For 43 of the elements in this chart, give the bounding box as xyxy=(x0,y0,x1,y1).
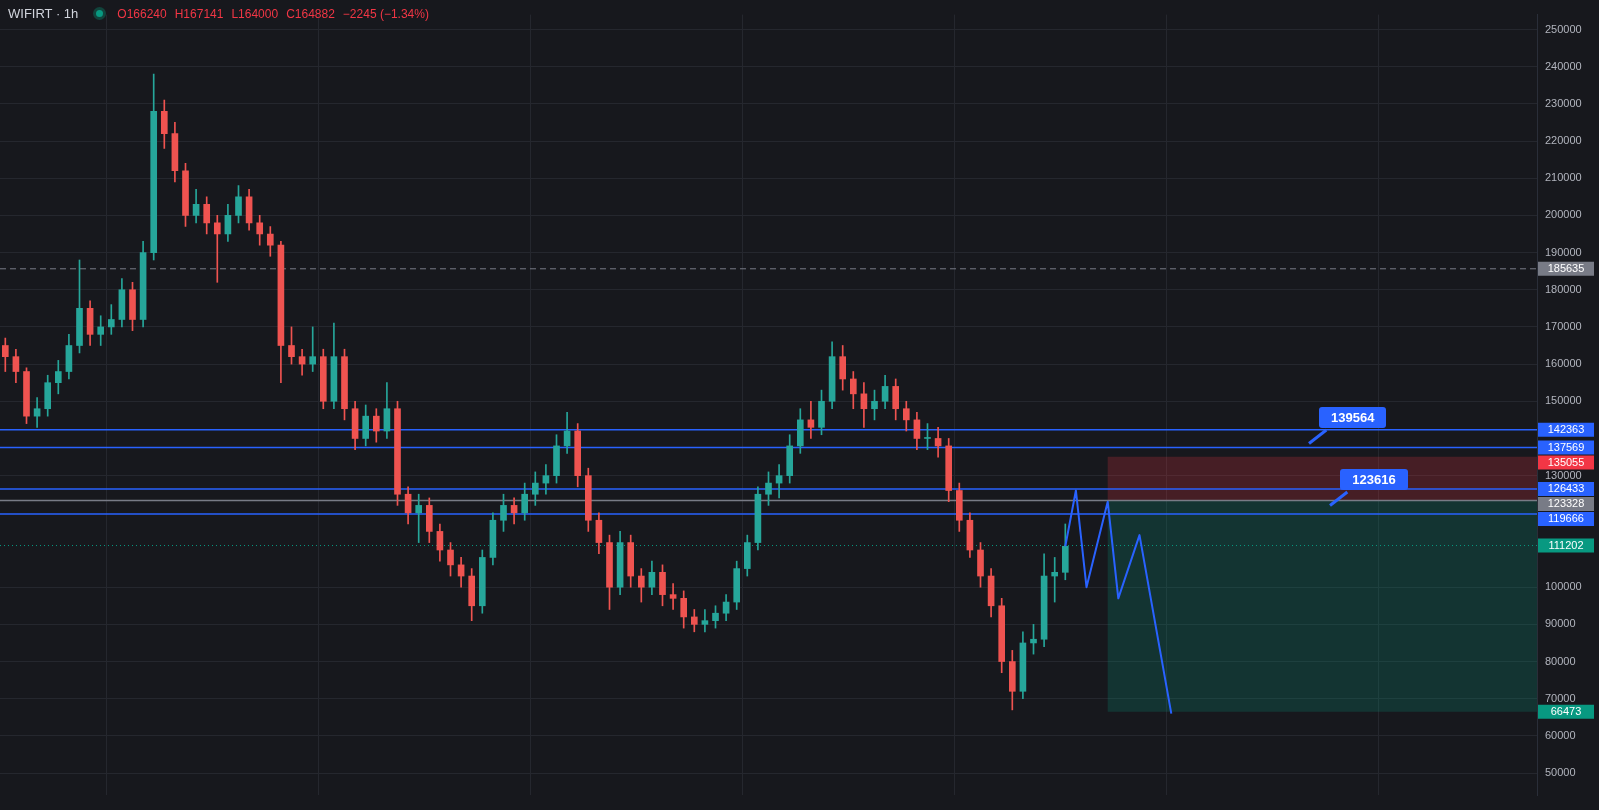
candlestick xyxy=(415,493,423,543)
annotation: H167141 xyxy=(174,6,224,21)
y-tick-label: 180000 xyxy=(1545,282,1582,295)
ref-line-label: 185635 xyxy=(1547,261,1585,274)
candlestick xyxy=(701,609,709,633)
annotation: 123616 xyxy=(1340,469,1408,491)
annotation: L164000 xyxy=(231,6,279,21)
candlestick xyxy=(97,315,105,346)
y-tick-label: 70000 xyxy=(1545,691,1576,704)
y-tick-label: 220000 xyxy=(1545,134,1582,147)
y-tick-label: 130000 xyxy=(1545,468,1582,481)
annotation: O166240 xyxy=(117,6,167,21)
candlestick xyxy=(669,583,677,610)
chart-title: WIFIRT · 1h xyxy=(8,6,79,21)
annotation: 139564 xyxy=(1319,406,1387,428)
y-tick-label: 210000 xyxy=(1545,171,1582,184)
y-tick-label: 150000 xyxy=(1545,394,1582,407)
y-tick-label: 170000 xyxy=(1545,319,1582,332)
ref-line-label: 119666 xyxy=(1548,511,1584,524)
y-tick-label: 100000 xyxy=(1545,580,1582,593)
candlestick xyxy=(309,326,317,372)
ref-line-label: 123328 xyxy=(1547,496,1585,509)
y-tick-label: 50000 xyxy=(1545,766,1576,779)
ref-line-label: 137569 xyxy=(1547,440,1585,453)
y-tick-label: 60000 xyxy=(1545,728,1576,741)
band-label: 66473 xyxy=(1550,704,1582,717)
y-tick-label: 190000 xyxy=(1545,245,1582,258)
annotation: −2245 (−1.34%) xyxy=(342,6,429,21)
ref-line-label: 142363 xyxy=(1547,422,1585,435)
y-tick-label: 90000 xyxy=(1545,617,1576,630)
band-label: 135055 xyxy=(1547,455,1585,468)
ref-line-label: 111202 xyxy=(1548,538,1584,551)
y-tick-label: 80000 xyxy=(1545,654,1576,667)
y-tick-label: 240000 xyxy=(1545,59,1582,72)
y-tick-label: 200000 xyxy=(1545,208,1582,221)
candlestick xyxy=(107,304,115,335)
annotation: C164882 xyxy=(286,6,335,21)
ref-line-label: 126433 xyxy=(1547,481,1585,494)
y-tick-label: 230000 xyxy=(1545,96,1582,109)
candlestick xyxy=(213,215,221,283)
y-tick-label: 250000 xyxy=(1545,22,1582,35)
y-tick-label: 160000 xyxy=(1545,357,1582,370)
candlestick xyxy=(1051,557,1059,603)
